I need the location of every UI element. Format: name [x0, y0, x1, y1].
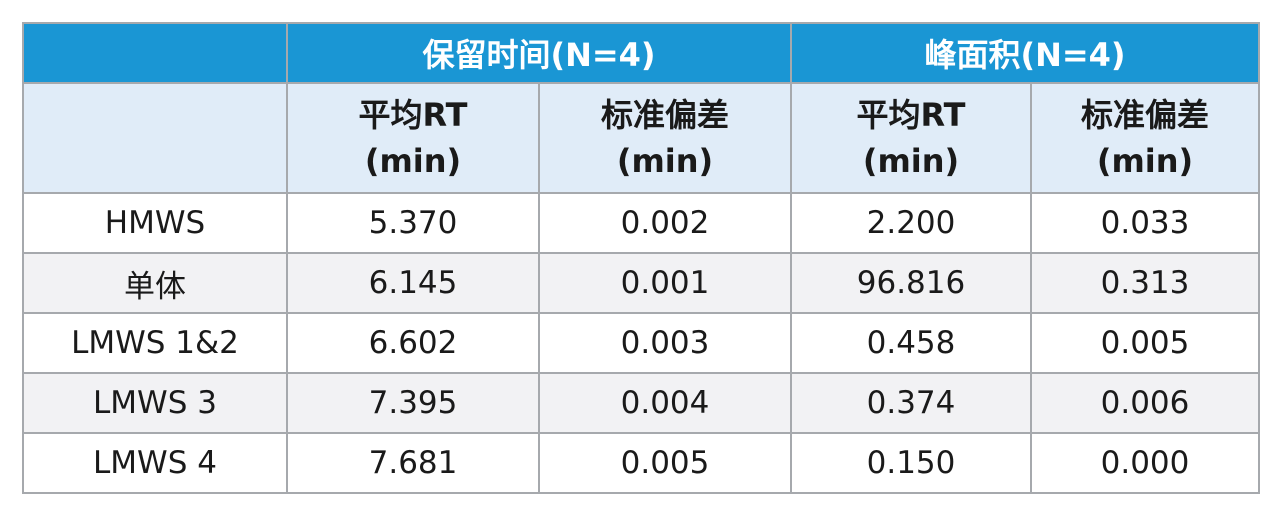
- row-label: LMWS 1&2: [22, 312, 288, 374]
- sub-header-area-stdev: 标准偏差 (min): [1030, 82, 1260, 194]
- cell-value: 0.005: [1030, 312, 1260, 374]
- sub-header-line2: (min): [1096, 142, 1194, 180]
- cell-value: 0.004: [538, 372, 792, 434]
- cell-value: 0.313: [1030, 252, 1260, 314]
- sub-header-line1: 标准偏差: [600, 96, 729, 134]
- group-header-peak-area: 峰面积(N=4): [790, 22, 1260, 84]
- cell-value: 7.681: [286, 432, 540, 494]
- sub-header-line2: (min): [616, 142, 714, 180]
- row-label: 单体: [22, 252, 288, 314]
- group-header-retention-time: 保留时间(N=4): [286, 22, 792, 84]
- group-header-row: 保留时间(N=4) 峰面积(N=4): [22, 22, 1260, 84]
- sub-header-line2: (min): [862, 142, 960, 180]
- cell-value: 0.000: [1030, 432, 1260, 494]
- row-label: HMWS: [22, 192, 288, 254]
- sub-header-rt-mean: 平均RT (min): [286, 82, 540, 194]
- sub-header-line2: (min): [364, 142, 462, 180]
- cell-value: 7.395: [286, 372, 540, 434]
- cell-value: 0.005: [538, 432, 792, 494]
- sub-header-area-mean: 平均RT (min): [790, 82, 1032, 194]
- sub-header-corner-cell: [22, 82, 288, 194]
- row-label: LMWS 3: [22, 372, 288, 434]
- cell-value: 6.145: [286, 252, 540, 314]
- sub-header-row: 平均RT (min) 标准偏差 (min) 平均RT (min) 标准偏差 (m…: [22, 82, 1260, 194]
- cell-value: 0.374: [790, 372, 1032, 434]
- sub-header-line1: 平均RT: [358, 96, 468, 134]
- table-row: LMWS 1&2 6.602 0.003 0.458 0.005: [22, 312, 1260, 374]
- table-row: 单体 6.145 0.001 96.816 0.313: [22, 252, 1260, 314]
- table-row: LMWS 4 7.681 0.005 0.150 0.000: [22, 432, 1260, 494]
- cell-value: 5.370: [286, 192, 540, 254]
- cell-value: 0.001: [538, 252, 792, 314]
- sub-header-rt-stdev: 标准偏差 (min): [538, 82, 792, 194]
- cell-value: 0.150: [790, 432, 1032, 494]
- sub-header-line1: 平均RT: [856, 96, 966, 134]
- cell-value: 0.033: [1030, 192, 1260, 254]
- cell-value: 0.002: [538, 192, 792, 254]
- table-row: HMWS 5.370 0.002 2.200 0.033: [22, 192, 1260, 254]
- cell-value: 96.816: [790, 252, 1032, 314]
- cell-value: 2.200: [790, 192, 1032, 254]
- cell-value: 0.003: [538, 312, 792, 374]
- results-table: 保留时间(N=4) 峰面积(N=4) 平均RT (min) 标准偏差 (min)…: [22, 22, 1260, 494]
- cell-value: 0.458: [790, 312, 1032, 374]
- sub-header-line1: 标准偏差: [1080, 96, 1209, 134]
- cell-value: 6.602: [286, 312, 540, 374]
- cell-value: 0.006: [1030, 372, 1260, 434]
- row-label: LMWS 4: [22, 432, 288, 494]
- corner-cell: [22, 22, 288, 84]
- table-row: LMWS 3 7.395 0.004 0.374 0.006: [22, 372, 1260, 434]
